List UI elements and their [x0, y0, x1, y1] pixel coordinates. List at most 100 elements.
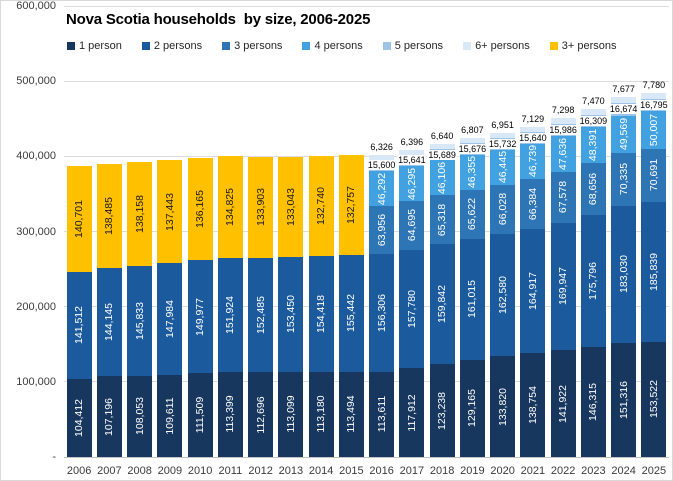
bar-segment-2-persons-2007 [96, 268, 122, 377]
bar-segment-2-persons-2009 [157, 263, 183, 375]
bar-segment-3-persons-2022 [550, 171, 576, 223]
legend-item-3-persons: 3+ persons [549, 40, 617, 52]
y-tick-label: 200,000 [16, 300, 56, 313]
bar-value-label: 145,833 [133, 301, 146, 340]
bar-value-label: 7,298 [551, 105, 575, 116]
bar-value-label: 6,326 [370, 141, 393, 152]
bar-value-label: 107,196 [103, 397, 116, 436]
bar-segment-2-persons-2020 [490, 234, 516, 357]
bar-value-label: 15,986 [548, 124, 578, 135]
bar-segment-1-person-2011 [217, 371, 243, 457]
bar-value-label: 15,676 [457, 143, 488, 154]
bar-segment-4-persons-2017 [399, 166, 425, 202]
bar-segment-2-persons-2021 [520, 228, 546, 353]
bar-segment-4-persons-2025 [641, 111, 667, 149]
x-tick-label: 2020 [490, 465, 515, 477]
bar-value-label: 15,689 [427, 149, 457, 160]
bar-value-label: 169,947 [557, 267, 570, 306]
legend-item-1-person: 1 person [67, 40, 122, 52]
bar-segment-2-persons-2025 [641, 201, 667, 342]
bar-segment-2-persons-2023 [580, 214, 606, 347]
bar-value-label: 138,754 [526, 385, 539, 424]
x-tick-label: 2015 [339, 465, 364, 477]
bar-segment-1-person-2021 [520, 352, 546, 457]
bar-segment-1-person-2017 [399, 368, 425, 457]
bar-segment-1-person-2019 [459, 359, 485, 457]
x-tick-label: 2023 [581, 465, 606, 477]
bar-value-label: 136,165 [194, 190, 207, 229]
bar-segment-2-persons-2024 [611, 205, 637, 344]
y-tick-label: 100,000 [16, 375, 56, 388]
bar-segment-3-persons-2017 [399, 201, 425, 250]
bar-value-label: 112,696 [254, 396, 267, 434]
bar-value-label: 49,569 [617, 118, 630, 151]
bar-value-label: 70,691 [647, 159, 660, 192]
bar-value-label: 133,903 [254, 188, 267, 227]
legend-item-5-persons: 5 persons [382, 40, 444, 52]
bar-segment-1-person-2009 [157, 374, 183, 457]
bar-value-label: 7,129 [521, 113, 545, 124]
x-tick-label: 2013 [278, 465, 304, 477]
bar-value-label: 16,309 [578, 115, 609, 126]
legend-label: 6+ persons [475, 40, 530, 52]
bar-segment-3-persons-2015 [338, 155, 364, 255]
x-tick-label: 2022 [550, 465, 576, 477]
legend-item-3-persons: 3 persons [222, 40, 282, 52]
bar-value-label: 149,977 [194, 297, 207, 336]
bar-value-label: 141,512 [73, 306, 86, 345]
bar-value-label: 161,015 [466, 280, 479, 319]
bar-value-label: 68,656 [587, 173, 600, 206]
legend-swatch [222, 42, 231, 50]
bar-value-label: 6,396 [400, 136, 424, 147]
bar-value-label: 162,580 [496, 276, 509, 315]
bar-value-label: 137,443 [163, 192, 176, 231]
legend-label: 3 persons [234, 40, 283, 52]
bar-value-label: 185,839 [647, 252, 660, 291]
y-gridline [64, 5, 669, 7]
bar-value-label: 151,924 [224, 295, 237, 334]
bar-segment-1-person-2006 [66, 378, 92, 457]
legend-label: 3+ persons [561, 40, 617, 52]
bar-value-label: 47,636 [557, 137, 570, 170]
bar-segment-3-persons-2006 [66, 166, 92, 273]
y-tick-label: 500,000 [16, 75, 56, 88]
bar-value-label: 147,984 [163, 300, 176, 338]
bar-segment-3-persons-2012 [248, 157, 274, 258]
legend-swatch [67, 42, 75, 50]
x-tick-label: 2008 [127, 465, 152, 477]
bar-value-label: 152,485 [254, 295, 267, 334]
legend-item-6-persons: 6+ persons [463, 40, 530, 52]
bar-value-label: 7,677 [612, 84, 635, 95]
bar-value-label: 153,450 [284, 295, 297, 334]
bar-segment-1-person-2015 [338, 371, 364, 457]
bar-segment-2-persons-2022 [550, 222, 576, 351]
bar-segment-6-persons-2021 [520, 126, 546, 132]
bar-value-label: 175,796 [587, 261, 600, 300]
bar-segment-3-persons-2011 [217, 156, 243, 258]
y-gridline [64, 80, 669, 82]
bar-value-label: 48,391 [587, 129, 600, 162]
bar-value-label: 151,316 [617, 381, 630, 420]
bar-segment-4-persons-2021 [520, 143, 546, 179]
bar-segment-1-person-2008 [127, 375, 153, 457]
legend-swatch [302, 42, 311, 50]
legend-label: 5 persons [394, 40, 444, 52]
x-tick-label: 2011 [218, 465, 243, 477]
y-tick-label: 400,000 [16, 150, 56, 163]
bar-segment-2-persons-2011 [217, 257, 243, 372]
bar-segment-6-persons-2023 [580, 109, 606, 115]
bar-value-label: 117,912 [405, 394, 418, 432]
x-tick-label: 2021 [520, 465, 546, 477]
bar-value-label: 129,165 [466, 389, 479, 428]
bar-value-label: 6,640 [430, 130, 454, 141]
y-gridline [64, 456, 669, 458]
bar-value-label: 140,701 [73, 200, 86, 239]
bar-segment-2-persons-2006 [66, 272, 92, 379]
bar-segment-2-persons-2013 [278, 256, 304, 372]
bar-segment-2-persons-2015 [338, 254, 364, 372]
bar-value-label: 16,795 [639, 99, 669, 110]
bar-segment-1-person-2016 [369, 371, 395, 457]
bar-value-label: 6,807 [461, 124, 484, 135]
bar-value-label: 113,180 [315, 395, 328, 434]
bar-value-label: 46,445 [496, 151, 509, 184]
